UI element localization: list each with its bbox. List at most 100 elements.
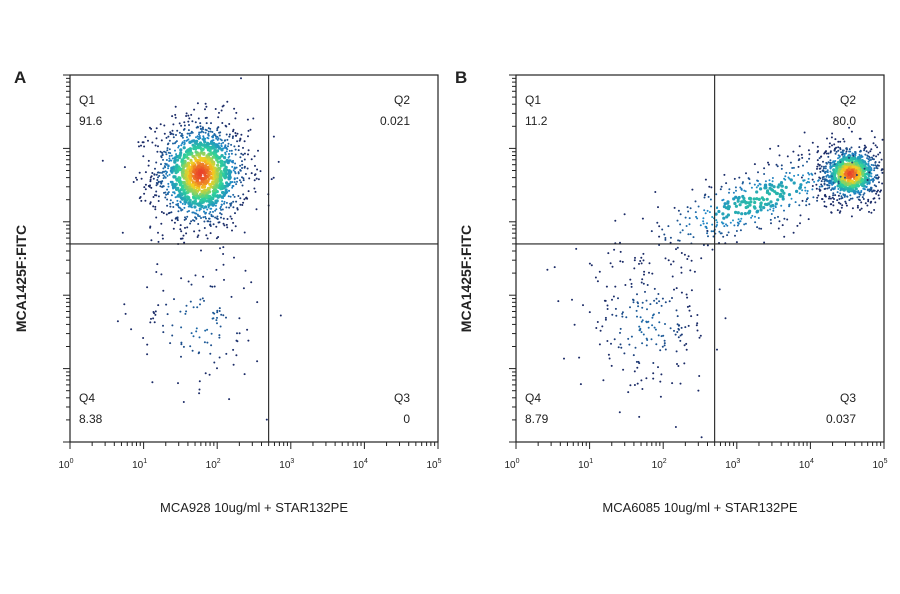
event-point bbox=[633, 384, 636, 386]
event-point bbox=[704, 212, 707, 215]
event-point bbox=[699, 224, 702, 227]
event-point bbox=[798, 186, 802, 190]
event-point bbox=[737, 218, 740, 221]
event-point bbox=[777, 215, 779, 218]
event-point bbox=[726, 224, 729, 227]
event-point bbox=[720, 185, 723, 188]
event-point bbox=[242, 287, 245, 290]
x-axis-ticks bbox=[515, 442, 885, 449]
event-point bbox=[708, 185, 711, 188]
event-point bbox=[239, 203, 242, 206]
event-point bbox=[655, 297, 658, 300]
event-point bbox=[169, 170, 172, 172]
event-point bbox=[816, 199, 819, 202]
event-point bbox=[201, 126, 204, 129]
event-point bbox=[150, 175, 153, 178]
event-point bbox=[816, 165, 819, 168]
event-point bbox=[680, 326, 683, 329]
event-point bbox=[169, 342, 172, 345]
event-point bbox=[198, 171, 202, 176]
event-point bbox=[140, 144, 142, 147]
event-point bbox=[863, 167, 866, 170]
event-point bbox=[818, 189, 821, 192]
event-point bbox=[220, 184, 224, 188]
event-point bbox=[778, 194, 782, 198]
event-point bbox=[218, 134, 221, 137]
event-point bbox=[180, 184, 184, 188]
event-point bbox=[691, 188, 694, 191]
event-point bbox=[638, 415, 641, 418]
event-point bbox=[783, 235, 786, 238]
event-point bbox=[165, 213, 168, 216]
event-point bbox=[157, 304, 160, 307]
event-point bbox=[209, 130, 212, 133]
event-point bbox=[179, 228, 182, 231]
event-point bbox=[671, 297, 673, 299]
event-point bbox=[679, 213, 682, 216]
event-point bbox=[636, 315, 638, 318]
event-point bbox=[818, 167, 821, 170]
event-point bbox=[652, 314, 654, 317]
event-point bbox=[155, 161, 158, 164]
event-point bbox=[130, 328, 133, 331]
event-point bbox=[855, 174, 858, 176]
event-point bbox=[137, 141, 140, 144]
event-point bbox=[808, 153, 811, 156]
event-point bbox=[677, 239, 680, 242]
event-point bbox=[200, 194, 204, 198]
event-point bbox=[229, 215, 232, 218]
event-point bbox=[187, 180, 192, 184]
event-point bbox=[610, 364, 613, 367]
event-point bbox=[257, 178, 260, 181]
event-point bbox=[557, 300, 560, 303]
event-point bbox=[776, 165, 779, 168]
event-point bbox=[821, 178, 824, 181]
event-point bbox=[811, 178, 814, 181]
event-point bbox=[203, 191, 207, 195]
event-point bbox=[875, 192, 878, 195]
event-point bbox=[151, 172, 154, 174]
event-point bbox=[192, 174, 196, 178]
scatter-points bbox=[101, 77, 282, 421]
event-point bbox=[823, 200, 826, 203]
event-point bbox=[215, 194, 220, 198]
event-point bbox=[671, 382, 674, 385]
event-point bbox=[214, 216, 217, 219]
event-point bbox=[627, 391, 630, 394]
event-point bbox=[216, 311, 219, 314]
event-point bbox=[632, 301, 635, 304]
event-point bbox=[758, 182, 761, 185]
event-point bbox=[232, 348, 235, 351]
event-point bbox=[175, 203, 178, 206]
event-point bbox=[219, 247, 221, 250]
event-point bbox=[792, 181, 796, 185]
event-point bbox=[829, 159, 832, 162]
event-point bbox=[650, 230, 653, 233]
event-point bbox=[827, 180, 830, 182]
event-point bbox=[850, 215, 853, 218]
event-point bbox=[660, 335, 663, 338]
event-point bbox=[633, 267, 636, 270]
event-point bbox=[850, 130, 853, 133]
event-point bbox=[815, 187, 818, 190]
event-point bbox=[869, 189, 872, 192]
event-point bbox=[645, 344, 648, 347]
event-point bbox=[163, 124, 166, 127]
event-point bbox=[859, 150, 861, 153]
event-point bbox=[187, 120, 190, 123]
event-point bbox=[776, 185, 780, 189]
event-point bbox=[723, 202, 727, 206]
event-point bbox=[219, 131, 222, 134]
event-point bbox=[657, 293, 660, 295]
event-point bbox=[180, 355, 182, 358]
event-point bbox=[216, 168, 220, 173]
event-point bbox=[254, 173, 257, 176]
event-point bbox=[225, 201, 228, 204]
event-point bbox=[856, 206, 859, 209]
event-point bbox=[234, 225, 237, 228]
event-point bbox=[167, 167, 170, 170]
event-point bbox=[578, 356, 581, 359]
event-point bbox=[619, 343, 622, 346]
event-point bbox=[136, 178, 138, 181]
event-point bbox=[769, 204, 773, 208]
